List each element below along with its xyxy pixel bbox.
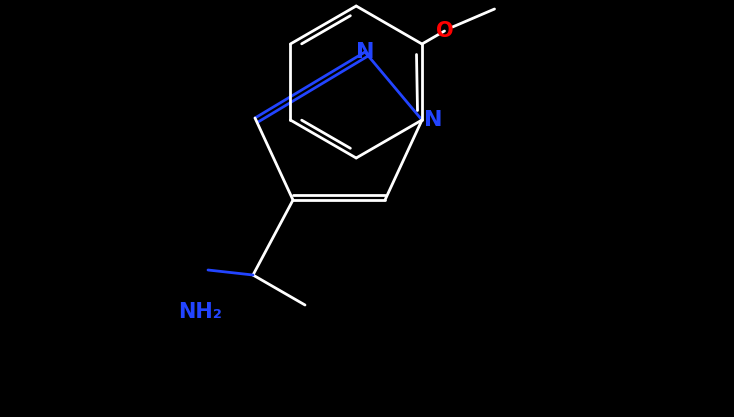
Text: N: N	[424, 110, 443, 130]
Text: N: N	[356, 42, 374, 62]
Text: NH₂: NH₂	[178, 302, 222, 322]
Text: O: O	[436, 21, 454, 41]
